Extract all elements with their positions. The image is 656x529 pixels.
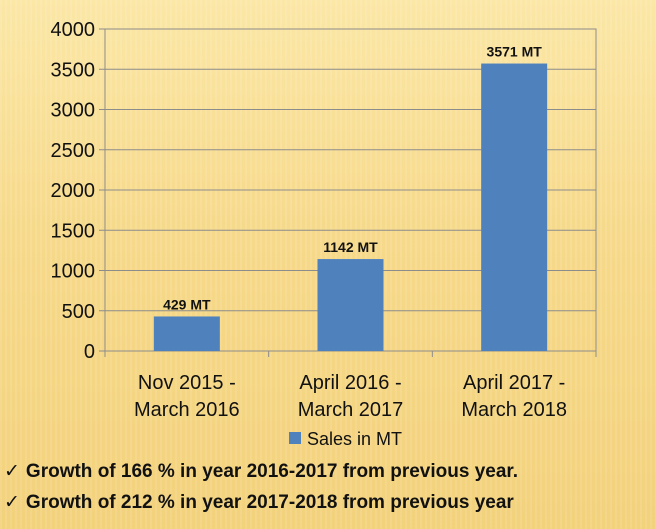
legend-swatch — [289, 432, 301, 444]
y-tick-label: 1000 — [51, 261, 96, 283]
check-mark-icon: ✓ — [4, 491, 20, 513]
y-tick-label: 1500 — [51, 220, 96, 242]
bar — [317, 259, 384, 351]
growth-notes: ✓ Growth of 166 % in year 2016-2017 from … — [4, 456, 654, 518]
x-tick-label: March 2017 — [298, 399, 404, 421]
bar — [481, 63, 548, 352]
sales-bar-chart: 0 500 1000 1500 2000 2500 3000 3500 4000 429 MT No… — [51, 19, 597, 449]
growth-note-2-text: Growth of 212 % in year 2017-2018 from p… — [25, 492, 514, 513]
x-tick-label: March 2016 — [134, 399, 240, 421]
y-tick-label: 2000 — [51, 180, 96, 202]
x-tick-label: April 2016 - — [299, 372, 401, 394]
growth-note-2: ✓ Growth of 212 % in year 2017-2018 from … — [4, 487, 654, 518]
data-label: 3571 MT — [487, 44, 543, 60]
y-tick-label: 2500 — [51, 140, 96, 162]
data-label: 429 MT — [163, 296, 211, 312]
bar — [153, 316, 220, 351]
legend-label: Sales in MT — [307, 429, 402, 449]
y-tick-label: 3000 — [51, 100, 96, 122]
x-tick-label: April 2017 - — [463, 372, 565, 394]
y-tick-label: 500 — [62, 301, 95, 323]
y-tick-label: 0 — [84, 341, 95, 363]
growth-note-1: ✓ Growth of 166 % in year 2016-2017 from … — [4, 456, 654, 487]
data-label: 1142 MT — [323, 239, 378, 255]
y-tick-label: 3500 — [51, 59, 96, 81]
x-tick-label: March 2018 — [461, 399, 567, 421]
x-tick-label: Nov 2015 - — [138, 372, 236, 394]
growth-note-1-text: Growth of 166 % in year 2016-2017 from p… — [25, 461, 519, 482]
check-mark-icon: ✓ — [4, 460, 20, 482]
y-tick-label: 4000 — [51, 19, 96, 41]
